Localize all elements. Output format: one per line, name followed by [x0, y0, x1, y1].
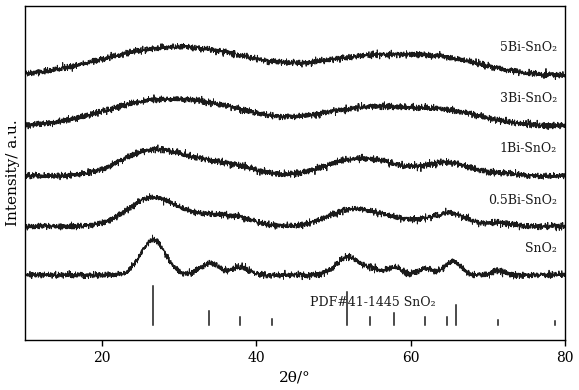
Text: SnO₂: SnO₂ [525, 242, 557, 255]
Text: PDF#41-1445 SnO₂: PDF#41-1445 SnO₂ [310, 296, 436, 308]
X-axis label: 2θ/°: 2θ/° [279, 370, 311, 385]
Text: 0.5Bi-SnO₂: 0.5Bi-SnO₂ [488, 193, 557, 207]
Text: 1Bi-SnO₂: 1Bi-SnO₂ [500, 142, 557, 155]
Text: 3Bi-SnO₂: 3Bi-SnO₂ [500, 92, 557, 105]
Text: 5Bi-SnO₂: 5Bi-SnO₂ [500, 41, 557, 54]
Y-axis label: Intensity/ a.u.: Intensity/ a.u. [6, 120, 20, 226]
